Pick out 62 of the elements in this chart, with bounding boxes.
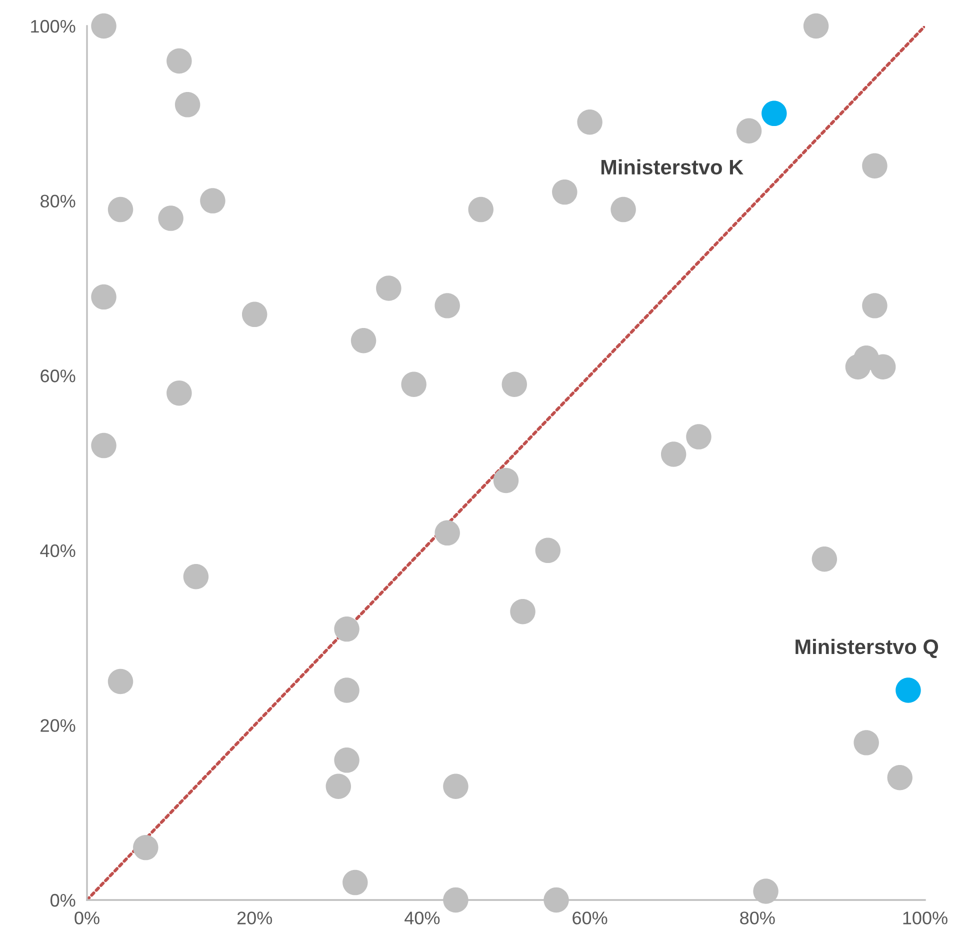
point <box>166 48 192 74</box>
point <box>443 887 468 913</box>
point <box>174 92 200 118</box>
y-tick-label: 60% <box>40 370 76 382</box>
point <box>660 442 686 467</box>
x-tick-label: 100% <box>903 912 948 924</box>
x-tick-label: 40% <box>404 912 440 924</box>
annotation: Ministerstvo K <box>601 159 744 175</box>
point <box>870 354 896 380</box>
point <box>552 179 578 205</box>
x-tick-label: 0% <box>74 912 100 924</box>
x-tick-label: 80% <box>740 912 775 924</box>
point <box>166 380 192 406</box>
point <box>91 284 116 310</box>
point <box>334 748 360 773</box>
point <box>493 468 519 494</box>
point <box>91 432 116 458</box>
point <box>854 730 879 756</box>
point <box>434 520 460 546</box>
point <box>468 196 494 222</box>
point <box>242 302 268 328</box>
point <box>434 293 460 318</box>
point <box>736 118 762 144</box>
point <box>887 765 912 790</box>
point <box>342 870 368 896</box>
point <box>350 328 376 354</box>
point <box>862 153 888 178</box>
point <box>896 678 921 703</box>
point <box>535 538 561 564</box>
point <box>91 13 116 39</box>
point <box>610 196 636 222</box>
point <box>686 424 712 450</box>
point <box>510 598 536 624</box>
point <box>108 196 134 222</box>
point <box>200 188 226 214</box>
point <box>133 834 158 860</box>
x-tick-label: 60% <box>572 912 608 924</box>
point <box>762 100 787 126</box>
point <box>158 206 184 231</box>
annotation: Ministerstvo Q <box>796 638 938 658</box>
point <box>803 13 829 39</box>
point <box>401 372 426 397</box>
y-tick-label: 100% <box>31 20 76 33</box>
point <box>183 564 209 590</box>
point <box>334 678 360 703</box>
x-tick-label: 20% <box>237 912 272 924</box>
point <box>845 354 871 380</box>
y-tick-label: 0% <box>50 894 76 907</box>
y-tick-label: 40% <box>40 544 76 558</box>
point <box>334 616 360 642</box>
y-tick-label: 20% <box>40 719 76 732</box>
point <box>326 774 352 799</box>
point <box>376 276 402 301</box>
point <box>577 110 602 135</box>
point <box>502 372 527 397</box>
point <box>753 878 778 904</box>
point <box>812 546 838 572</box>
point <box>862 293 888 318</box>
point <box>443 774 468 799</box>
point <box>544 887 569 913</box>
point <box>108 668 134 694</box>
y-tick-label: 80% <box>40 194 76 208</box>
